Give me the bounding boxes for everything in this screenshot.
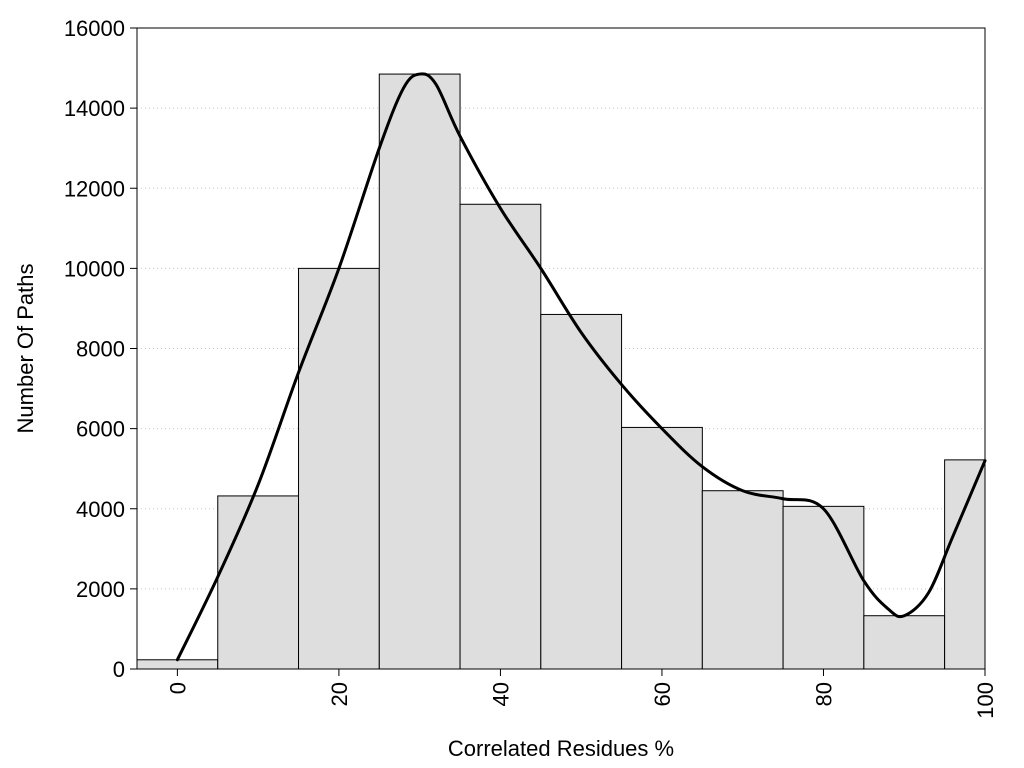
histogram-bars (136, 73, 986, 670)
x-tick-label: 100 (973, 682, 998, 719)
x-tick-label: 60 (650, 682, 675, 706)
y-axis-ticks: 0 2000 4000 6000 8000 10000 12000 14000 16000 (64, 16, 137, 682)
y-tick-label: 8000 (76, 337, 125, 362)
bar-10 (217, 495, 300, 670)
bar-40 (459, 203, 542, 670)
bar-100 (944, 459, 986, 670)
bar-50 (540, 313, 623, 670)
y-tick-label: 14000 (64, 96, 125, 121)
x-axis-ticks: 0 20 40 60 80 100 (165, 669, 998, 719)
bar-60 (621, 426, 703, 670)
y-tick-label: 0 (113, 657, 125, 682)
bar-90 (863, 615, 946, 670)
density-curve (175, 72, 987, 662)
y-tick-label: 10000 (64, 256, 125, 281)
y-tick-label: 16000 (64, 16, 125, 41)
y-tick-label: 12000 (64, 176, 125, 201)
y-tick-label: 4000 (76, 497, 125, 522)
x-tick-label: 20 (327, 682, 352, 706)
bar-80 (782, 505, 865, 670)
y-tick-label: 6000 (76, 417, 125, 442)
bar-30 (378, 73, 461, 670)
x-axis-title: Correlated Residues % (448, 736, 674, 761)
x-tick-label: 0 (165, 682, 190, 694)
bar-70 (701, 490, 784, 670)
y-tick-label: 2000 (76, 577, 125, 602)
bar-20 (298, 267, 380, 670)
x-tick-label: 80 (811, 682, 836, 706)
x-tick-label: 40 (488, 682, 513, 706)
y-axis-title: Number Of Paths (13, 264, 38, 434)
